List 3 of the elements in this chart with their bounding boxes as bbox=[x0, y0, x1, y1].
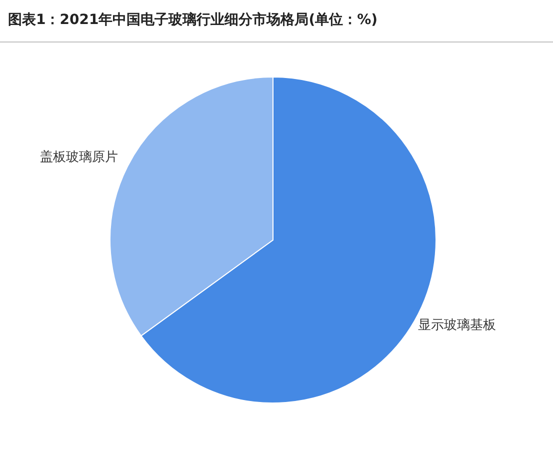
slice-label: 显示玻璃基板 bbox=[418, 318, 496, 333]
slice-label: 盖板玻璃原片 bbox=[40, 149, 118, 166]
chart-title: 图表1：2021年中国电子玻璃行业细分市场格局(单位：%) bbox=[8, 11, 378, 28]
